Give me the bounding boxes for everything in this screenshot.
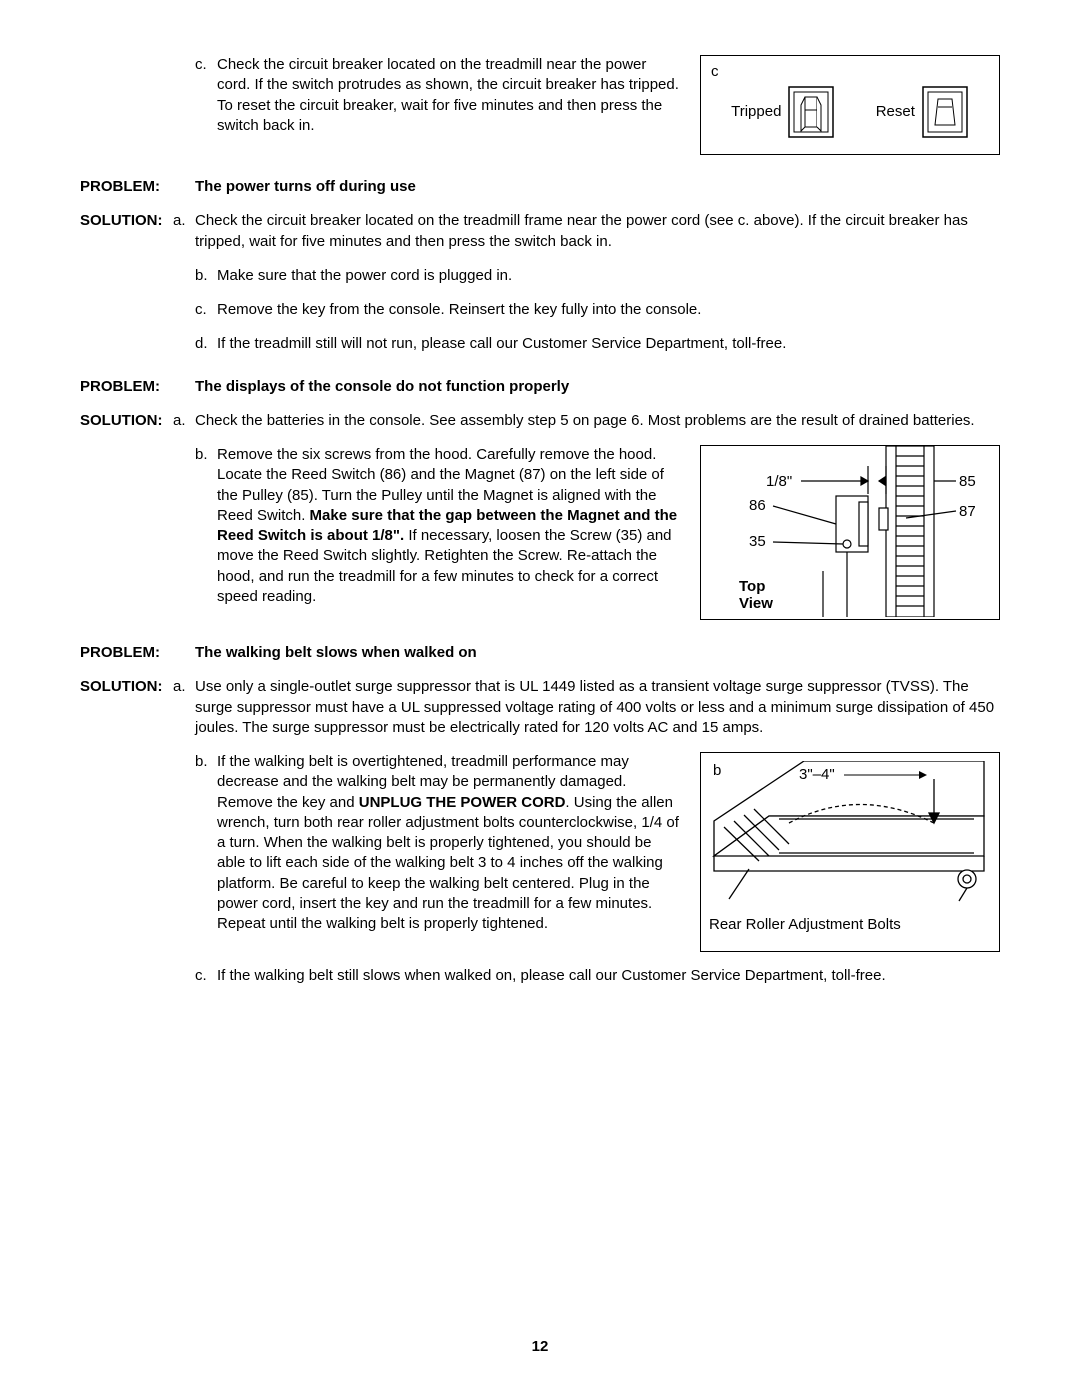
reset-label: Reset (876, 102, 915, 122)
solution-label: SOLUTION: (80, 411, 173, 431)
p3b-bold: UNPLUG THE POWER CORD (359, 794, 566, 811)
tripped-switch-icon (787, 85, 835, 139)
problem3-item-b: b. If the walking belt is overtightened,… (195, 752, 680, 934)
figure-c-col: c Tripped Reset (700, 55, 1000, 155)
problem3-text: The walking belt slows when walked on (195, 643, 477, 663)
item-body: Remove the six screws from the hood. Car… (217, 445, 680, 607)
problem2-item-b: b. Remove the six screws from the hood. … (195, 445, 680, 607)
problem1-sol-a: SOLUTION: a. Check the circuit breaker l… (80, 211, 1000, 252)
problem3-b-col: b. If the walking belt is overtightened,… (80, 752, 680, 952)
item-letter: c. (195, 55, 217, 136)
tripped-label: Tripped (731, 102, 781, 122)
problem2-text: The displays of the console do not funct… (195, 377, 569, 397)
belt-diagram-icon: 3"–4" (709, 761, 991, 911)
problem3-row-b: b. If the walking belt is overtightened,… (80, 752, 1000, 952)
figure-reed-col: 1/8" 86 35 85 87 TopView (700, 445, 1000, 621)
problem1-item-c: c. Remove the key from the console. Rein… (195, 300, 1000, 320)
problem2-heading: PROBLEM: The displays of the console do … (80, 377, 1000, 397)
p3b-post: . Using the allen wrench, turn both rear… (217, 794, 679, 933)
page-number: 12 (0, 1337, 1080, 1357)
problem-label: PROBLEM: (80, 643, 195, 663)
item-letter: c. (195, 966, 217, 986)
item-body: If the walking belt is overtightened, tr… (217, 752, 680, 934)
problem2-row-b: b. Remove the six screws from the hood. … (80, 445, 1000, 621)
problem1-heading: PROBLEM: The power turns off during use (80, 177, 1000, 197)
item-body: Check the circuit breaker located on the… (195, 211, 1000, 252)
figure-belt-col: b (700, 752, 1000, 952)
intro-text-col: c. Check the circuit breaker located on … (80, 55, 680, 155)
item-letter: c. (195, 300, 217, 320)
figure-belt-label: b (713, 761, 721, 781)
reset-switch-icon (921, 85, 969, 139)
intro-item-c: c. Check the circuit breaker located on … (195, 55, 680, 136)
item-letter: d. (195, 334, 217, 354)
item-letter: a. (173, 211, 195, 252)
problem2-b-col: b. Remove the six screws from the hood. … (80, 445, 680, 621)
n35-label: 35 (749, 533, 766, 550)
problem1-item-b: b. Make sure that the power cord is plug… (195, 266, 1000, 286)
item-body: Use only a single-outlet surge suppresso… (195, 677, 1000, 738)
problem1-list: b. Make sure that the power cord is plug… (80, 266, 1000, 355)
figure-reed: 1/8" 86 35 85 87 TopView (700, 445, 1000, 620)
item-letter: a. (173, 411, 195, 431)
problem-label: PROBLEM: (80, 377, 195, 397)
problem1-item-d: d. If the treadmill still will not run, … (195, 334, 1000, 354)
problem2-sol-a: SOLUTION: a. Check the batteries in the … (80, 411, 1000, 431)
solution-label: SOLUTION: (80, 677, 173, 738)
item-letter: a. (173, 677, 195, 738)
tripped-group: Tripped (731, 85, 835, 139)
n85-label: 85 (959, 473, 976, 490)
solution-label: SOLUTION: (80, 211, 173, 252)
figure-belt: b (700, 752, 1000, 952)
item-letter: b. (195, 266, 217, 286)
figure-belt-caption: Rear Roller Adjustment Bolts (709, 915, 991, 935)
range-label: 3"–4" (799, 766, 835, 783)
figure-c-label: c (711, 62, 719, 82)
item-body: Make sure that the power cord is plugged… (217, 266, 1000, 286)
problem-label: PROBLEM: (80, 177, 195, 197)
problem3-item-c: c. If the walking belt still slows when … (195, 966, 1000, 986)
item-body: Check the circuit breaker located on the… (217, 55, 680, 136)
reset-group: Reset (876, 85, 969, 139)
problem3-sol-a: SOLUTION: a. Use only a single-outlet su… (80, 677, 1000, 738)
gap-label: 1/8" (766, 473, 792, 490)
problem3-heading: PROBLEM: The walking belt slows when wal… (80, 643, 1000, 663)
problem3-c-wrap: c. If the walking belt still slows when … (80, 966, 1000, 986)
intro-row: c. Check the circuit breaker located on … (80, 55, 1000, 155)
item-body: If the treadmill still will not run, ple… (217, 334, 1000, 354)
top-view-label: TopView (739, 578, 773, 612)
item-letter: b. (195, 752, 217, 934)
reed-diagram-icon: 1/8" 86 35 85 87 TopView (701, 446, 997, 617)
item-body: Check the batteries in the console. See … (195, 411, 1000, 431)
item-letter: b. (195, 445, 217, 607)
problem1-text: The power turns off during use (195, 177, 416, 197)
n86-label: 86 (749, 497, 766, 514)
item-body: Remove the key from the console. Reinser… (217, 300, 1000, 320)
figure-c: c Tripped Reset (700, 55, 1000, 155)
item-body: If the walking belt still slows when wal… (217, 966, 1000, 986)
n87-label: 87 (959, 503, 976, 520)
